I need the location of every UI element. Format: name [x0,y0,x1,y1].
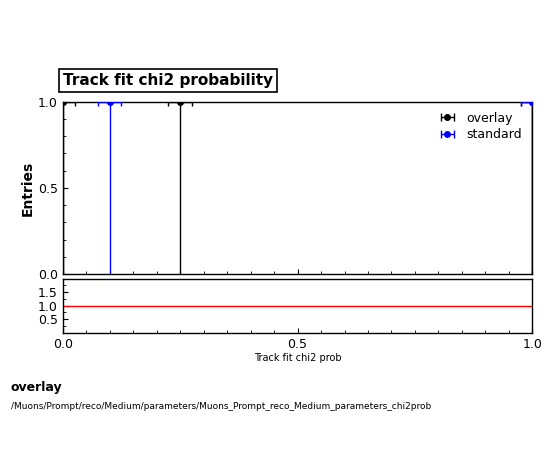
Text: overlay: overlay [11,381,63,394]
Legend: overlay, standard: overlay, standard [434,108,526,145]
Y-axis label: Entries: Entries [21,160,35,216]
Text: /Muons/Prompt/reco/Medium/parameters/Muons_Prompt_reco_Medium_parameters_chi2pro: /Muons/Prompt/reco/Medium/parameters/Muo… [11,402,431,411]
X-axis label: Track fit chi2 prob: Track fit chi2 prob [254,353,341,363]
Text: Track fit chi2 probability: Track fit chi2 probability [63,73,273,88]
